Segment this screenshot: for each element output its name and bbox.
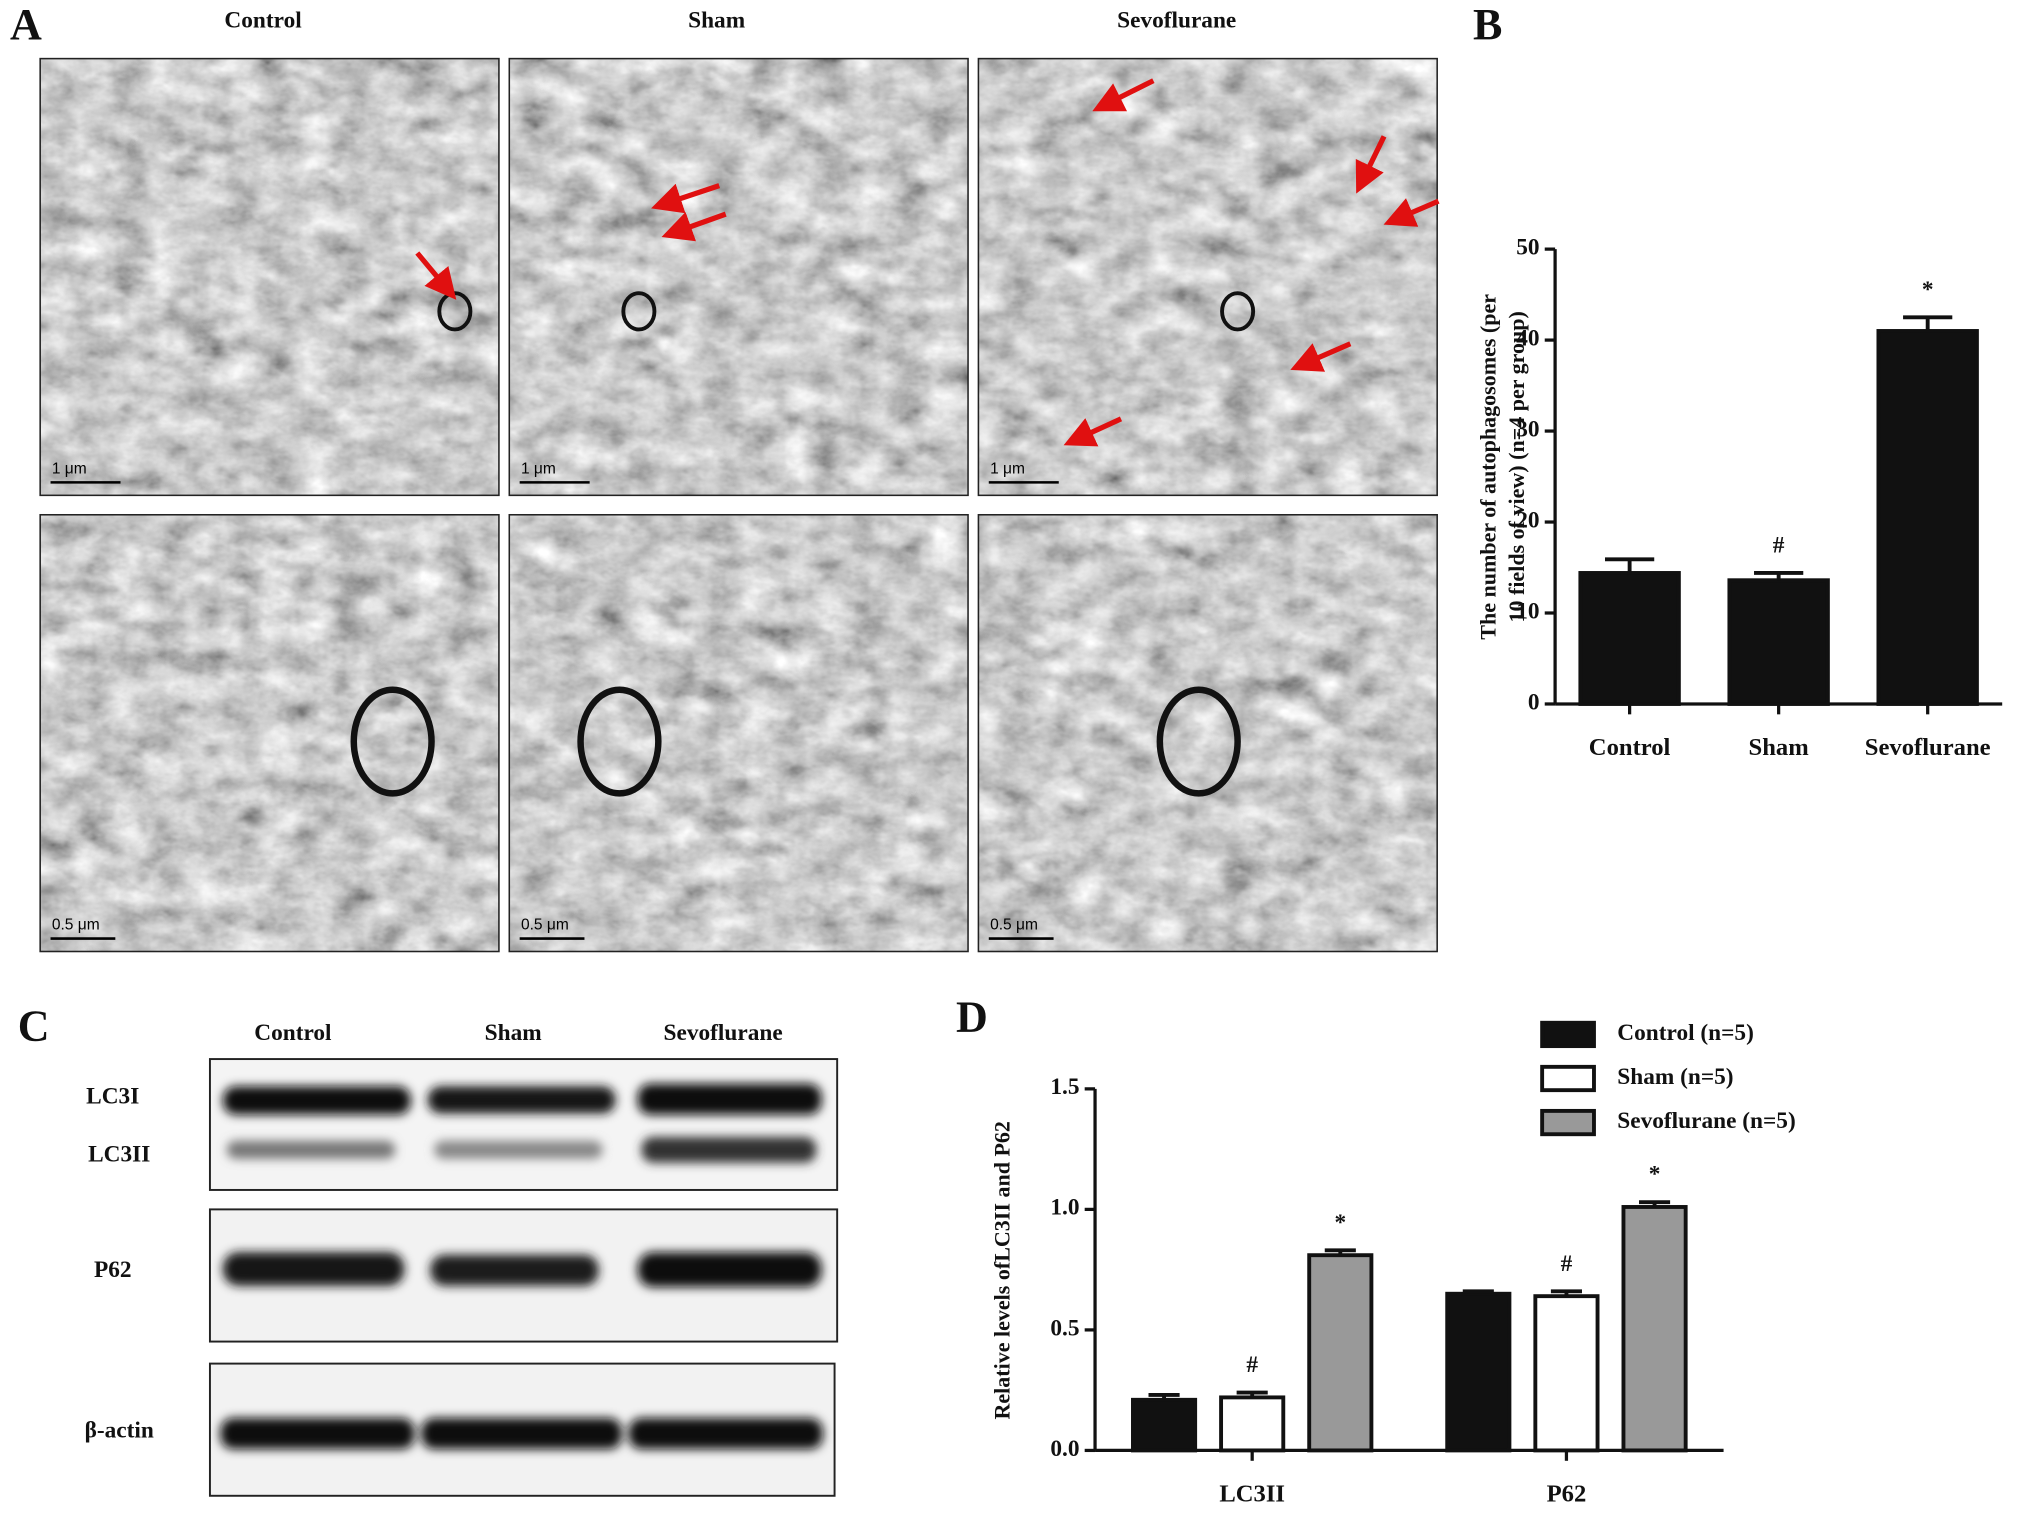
column-label: Control — [224, 8, 302, 34]
x-tick-label: Sham — [1749, 734, 1810, 761]
panel-letter: A — [10, 0, 42, 49]
y-tick-label: 1.0 — [1050, 1195, 1079, 1221]
micrograph — [509, 58, 969, 496]
annotation: * — [1334, 1210, 1346, 1236]
annotation: # — [1773, 532, 1785, 558]
x-tick-label: P62 — [1547, 1480, 1587, 1507]
arrow — [1383, 198, 1440, 227]
legend-label: Sevoflurane (n=5) — [1617, 1108, 1795, 1134]
row-label: LC3I — [86, 1083, 139, 1109]
autophagosome — [577, 686, 662, 797]
micrograph-border — [977, 513, 1438, 953]
y-tick-label: 40 — [1516, 325, 1539, 351]
micrograph-border — [39, 57, 500, 497]
scale-bar-label: 0.5 μm — [990, 917, 1038, 934]
bar — [1533, 1294, 1600, 1453]
legend-swatch — [1540, 1020, 1596, 1049]
micrograph — [978, 514, 1438, 952]
y-tick-label: 50 — [1516, 234, 1539, 260]
column-label: Sham — [485, 1020, 543, 1046]
column-label: Sevoflurane — [1117, 8, 1236, 34]
arrow — [415, 251, 457, 300]
micrograph-border — [977, 57, 1438, 497]
annotation: * — [1649, 1162, 1661, 1188]
bar — [1621, 1205, 1688, 1453]
legend-label: Control (n=5) — [1617, 1020, 1754, 1046]
bar — [1219, 1395, 1286, 1453]
scale-bar-label: 1 μm — [990, 461, 1025, 478]
arrow — [1092, 78, 1155, 112]
micrograph-border — [39, 513, 500, 953]
annotation: # — [1246, 1352, 1258, 1378]
micrograph-border — [508, 513, 969, 953]
x-tick-label: LC3II — [1219, 1480, 1285, 1507]
x-tick-label: Control — [1589, 734, 1671, 761]
y-axis-label: 10 fields of view) (n=4 per group) — [1504, 311, 1529, 622]
y-tick-label: 30 — [1516, 416, 1539, 442]
y-tick-label: 10 — [1516, 598, 1539, 624]
y-tick-label: 0.5 — [1050, 1315, 1079, 1341]
bar — [1578, 571, 1681, 706]
y-tick-label: 0.0 — [1050, 1436, 1079, 1462]
y-tick-label: 20 — [1516, 507, 1539, 533]
micrograph — [40, 58, 499, 496]
y-axis-label: Relative levels ofLC3II and P62 — [989, 1121, 1014, 1419]
row-label: β-actin — [85, 1418, 154, 1444]
legend-swatch — [1540, 1064, 1596, 1093]
annotation: # — [1561, 1251, 1573, 1277]
bar — [1307, 1253, 1374, 1453]
autophagosome — [1156, 686, 1241, 797]
scale-bar-label: 1 μm — [521, 461, 556, 478]
scale-bar-label: 1 μm — [52, 461, 87, 478]
bar — [1445, 1291, 1512, 1453]
panel-letter: C — [18, 1002, 50, 1051]
western-blot — [208, 1058, 839, 1497]
arrow — [1063, 416, 1123, 447]
x-tick-label: Sevoflurane — [1865, 734, 1991, 761]
y-tick-label: 0 — [1528, 689, 1540, 715]
y-tick-label: 1.5 — [1050, 1074, 1079, 1100]
panel-letter: D — [956, 993, 988, 1042]
row-label: P62 — [94, 1257, 132, 1283]
bar — [1727, 578, 1830, 706]
autophagosome — [621, 291, 657, 332]
column-label: Sevoflurane — [664, 1020, 783, 1046]
arrow — [1355, 135, 1387, 194]
scale-bar-label: 0.5 μm — [52, 917, 100, 934]
legend-label: Sham (n=5) — [1617, 1064, 1733, 1090]
arrow — [1290, 341, 1352, 372]
micrographs: 1 μm 1 μm 1 μm 0.5 μm 0.5 μm 0.5 μm — [39, 57, 1440, 953]
annotation: * — [1922, 277, 1934, 303]
panel-letter: B — [1473, 0, 1502, 49]
column-label: Control — [254, 1020, 332, 1046]
micrograph — [978, 58, 1438, 496]
micrograph-border — [508, 57, 969, 497]
micrograph — [509, 514, 969, 952]
row-label: LC3II — [88, 1142, 150, 1168]
micrograph — [40, 514, 499, 952]
bar — [1876, 329, 1979, 706]
arrow — [661, 211, 727, 242]
bar — [1131, 1397, 1198, 1453]
column-label: Sham — [688, 8, 746, 34]
autophagosome — [1220, 291, 1256, 332]
y-axis-label: The number of autophagosomes (per — [1475, 294, 1500, 640]
arrow — [651, 183, 721, 214]
autophagosome — [350, 686, 435, 797]
legend-swatch — [1540, 1108, 1596, 1137]
scale-bar-label: 0.5 μm — [521, 917, 569, 934]
